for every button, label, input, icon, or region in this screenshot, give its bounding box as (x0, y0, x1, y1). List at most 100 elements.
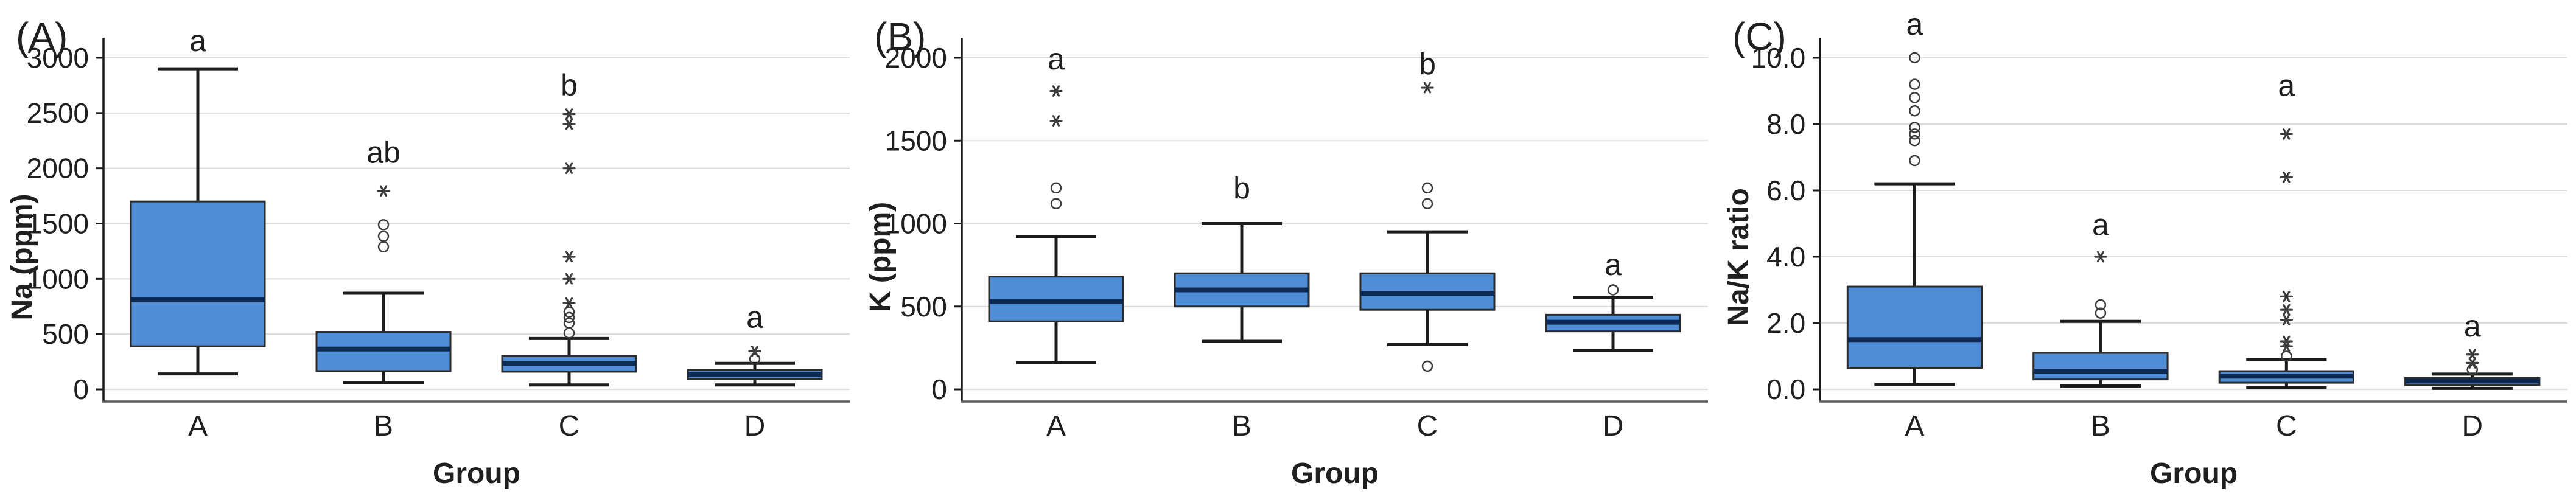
y-tick-label: 2500 (27, 97, 89, 129)
star-spoke (379, 185, 388, 197)
x-tick-label: B (2091, 410, 2110, 442)
outlier-star-icon (562, 297, 576, 309)
panel-A-boxplot-canvas: 0 500 1000 1500 2000 2500 3000 Na (ppm) a Aab Bb Ca… (6, 24, 850, 490)
star-spoke (565, 273, 573, 285)
y-tick-label: 0.0 (1766, 374, 1805, 405)
outlier-circle-icon (1909, 155, 1920, 167)
outlier-circle-icon (377, 219, 390, 231)
panel-C-boxplot-canvas: 0.0 2.0 4.0 6.0 8.0 10.0 Na/K ratio a Aa Ba Ca D Gro… (1723, 7, 2567, 490)
y-tick-label: 500 (42, 318, 89, 350)
outlier-circle-icon (1421, 182, 1433, 194)
x-tick-label: C (559, 410, 580, 442)
box-group-B (1174, 222, 1310, 343)
outlier-circle-icon (563, 327, 575, 339)
sig-letter: a (1605, 248, 1622, 282)
star-spoke (2283, 128, 2291, 140)
outlier-star-icon (2280, 171, 2293, 183)
outlier-star-icon (2466, 357, 2479, 369)
iqr-box (2032, 352, 2169, 381)
iqr-box (988, 276, 1124, 322)
box-group-C (1359, 82, 1496, 372)
box-group-A (130, 67, 266, 376)
outlier-circle-icon (2095, 307, 2107, 319)
outlier-circle-icon (1421, 198, 1433, 210)
box-group-B (315, 185, 452, 384)
outlier-circle-icon (563, 306, 575, 318)
star-spoke (2468, 357, 2476, 369)
sig-letter: b (561, 68, 578, 102)
panel-C-label: (C) (1732, 15, 1787, 58)
panel-B-boxplot-canvas: 0 500 1000 1500 2000 K (ppm) a Ab Bb Ca D Group (864, 38, 1708, 490)
y-tick-label: 10.0 (1751, 42, 1806, 74)
outlier-circle-icon (1050, 198, 1062, 210)
x-tick-label: B (374, 410, 393, 442)
outlier-circle-icon (1909, 135, 1920, 147)
star-spoke (565, 251, 573, 263)
outlier-star-icon (562, 162, 576, 175)
y-tick-label: 8.0 (1766, 108, 1805, 140)
y-tick-label: 0 (73, 374, 89, 405)
sig-letter: b (1233, 172, 1250, 206)
outlier-star-icon (562, 118, 576, 130)
x-axis-label: Group (433, 457, 520, 490)
outlier-star-icon (2094, 251, 2107, 263)
outlier-star-icon (562, 251, 576, 263)
y-tick-label: 1500 (885, 125, 947, 156)
y-tick-label: 2.0 (1766, 307, 1805, 339)
x-tick-label: B (1232, 410, 1251, 442)
outlier-star-icon (2280, 128, 2293, 140)
y-axis-label: Na/K ratio (1723, 188, 1755, 326)
outlier-circle-icon (1909, 122, 1920, 133)
outlier-star-icon (2280, 291, 2293, 302)
panel-A-label: (A) (16, 15, 68, 58)
y-axis-label: K (ppm) (864, 202, 897, 312)
star-spoke (751, 345, 759, 357)
y-axis-label: Na (ppm) (6, 194, 38, 321)
outlier-star-icon (1421, 82, 1434, 94)
y-tick-label: 3000 (27, 42, 89, 74)
star-spoke (2283, 335, 2291, 347)
sig-letter: a (2278, 69, 2295, 103)
box-group-D (687, 345, 823, 387)
box-group-D (1545, 284, 1681, 352)
star-spoke (2283, 304, 2291, 316)
star-spoke (1052, 85, 1060, 97)
box-group-C (501, 108, 637, 387)
x-tick-label: D (2462, 410, 2483, 442)
star-spoke (2283, 291, 2291, 302)
y-tick-label: 0 (931, 374, 947, 405)
outlier-star-icon (562, 108, 576, 120)
iqr-box (315, 331, 452, 372)
sig-letter: a (746, 300, 763, 334)
star-spoke (565, 162, 573, 175)
y-tick-label: 500 (900, 291, 947, 322)
outlier-star-icon (1049, 115, 1063, 127)
y-tick-label: 2000 (27, 153, 89, 184)
y-tick-label: 1000 (27, 263, 89, 294)
star-spoke (565, 108, 573, 120)
x-tick-label: D (1603, 410, 1624, 442)
outlier-circle-icon (563, 311, 575, 324)
y-tick-label: 1500 (27, 208, 89, 240)
box-group-B (2032, 251, 2169, 388)
outlier-circle-icon (1050, 182, 1062, 194)
outlier-circle-icon (2095, 299, 2107, 311)
outlier-star-icon (748, 345, 761, 357)
x-tick-label: A (188, 410, 208, 442)
outlier-circle-icon (749, 353, 761, 365)
panel-B-label: (B) (874, 15, 926, 58)
outlier-star-icon (2280, 314, 2293, 325)
outlier-star-icon (377, 185, 390, 197)
star-spoke (565, 118, 573, 130)
sig-letter: ab (366, 136, 401, 170)
outlier-star-icon (2466, 349, 2479, 361)
outlier-circle-icon (377, 241, 390, 252)
sig-letter: a (189, 24, 206, 58)
y-tick-label: 4.0 (1766, 241, 1805, 273)
box-group-C (2218, 128, 2354, 389)
iqr-box (130, 200, 266, 347)
